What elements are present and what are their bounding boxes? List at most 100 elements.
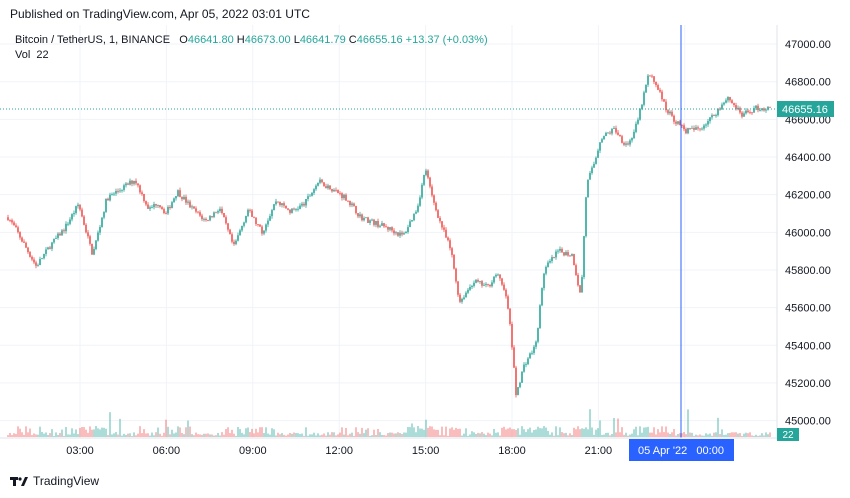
- volume-bar: [497, 432, 499, 437]
- candle-body: [49, 247, 51, 249]
- volume-bar: [649, 432, 651, 437]
- candle-body: [189, 201, 191, 208]
- candle-body: [167, 206, 169, 214]
- candle-body: [149, 207, 151, 209]
- volume-bar: [729, 432, 731, 437]
- volume-bar: [143, 429, 145, 437]
- footer-brand[interactable]: TradingView: [10, 474, 99, 488]
- volume-bar: [267, 433, 269, 437]
- volume-bar: [665, 426, 667, 437]
- volume-bar: [525, 432, 527, 437]
- candle-body: [261, 226, 263, 234]
- volume-bar: [631, 433, 633, 437]
- candle-body: [9, 220, 11, 221]
- volume-bar: [491, 435, 493, 437]
- volume-bar: [429, 426, 431, 437]
- volume-bar: [209, 434, 211, 437]
- candle-body: [567, 252, 569, 256]
- price-tick-label: 47000.00: [785, 39, 831, 51]
- candle-body: [695, 127, 697, 130]
- price-axis[interactable]: 47000.00 46800.00 46600.00 46400.00 46200.00…: [785, 39, 831, 428]
- volume-bar: [177, 426, 179, 437]
- volume-bar: [163, 432, 165, 437]
- candle-body: [683, 125, 685, 130]
- volume-bar: [433, 429, 435, 437]
- candle-body: [81, 209, 83, 217]
- candle-body: [599, 142, 601, 151]
- candle-body: [511, 324, 513, 348]
- candle-body: [223, 213, 225, 218]
- volume-bar: [603, 434, 605, 437]
- volume-bar: [569, 433, 571, 437]
- volume-bar: [529, 427, 531, 437]
- volume-bar: [371, 435, 373, 437]
- candle-body: [93, 248, 95, 255]
- volume-bar: [65, 426, 67, 437]
- candle-body: [433, 195, 435, 203]
- time-tick-label: 21:00: [585, 445, 613, 457]
- candle-body: [431, 186, 433, 196]
- candle-body: [13, 222, 15, 226]
- candle-body: [309, 195, 311, 197]
- volume-bar: [465, 428, 467, 437]
- candle-body: [361, 214, 363, 221]
- candle-body: [537, 328, 539, 342]
- volume-bar: [489, 433, 491, 437]
- candle-body: [153, 204, 155, 208]
- volume-bars: [7, 409, 771, 437]
- volume-bar: [269, 434, 271, 437]
- candle-body: [199, 212, 201, 216]
- candle-body: [207, 220, 209, 221]
- candle-body: [657, 85, 659, 90]
- candle-body: [259, 224, 261, 227]
- time-tick-label: 18:00: [498, 445, 526, 457]
- volume-bar: [523, 429, 525, 437]
- candle-body: [603, 136, 605, 140]
- candle-body: [613, 128, 615, 129]
- volume-bar: [669, 433, 671, 437]
- volume-bar: [199, 434, 201, 437]
- volume-bar: [359, 433, 361, 437]
- candle-body: [265, 224, 267, 231]
- volume-bar: [635, 426, 637, 437]
- volume-bar: [589, 409, 591, 437]
- candle-body: [485, 283, 487, 285]
- volume-bar: [643, 427, 645, 437]
- volume-label: Vol: [15, 49, 31, 61]
- time-tick-label: 15:00: [412, 445, 440, 457]
- candle-body: [315, 185, 317, 190]
- volume-bar: [483, 433, 485, 437]
- candle-body: [469, 286, 471, 290]
- volume-bar: [659, 432, 661, 437]
- volume-bar: [579, 429, 581, 437]
- volume-bar: [751, 435, 753, 437]
- volume-bar: [107, 435, 109, 437]
- volume-bar: [323, 433, 325, 437]
- volume-bar: [221, 432, 223, 437]
- candle-body: [215, 212, 217, 214]
- volume-bar: [345, 427, 347, 437]
- volume-bar: [369, 435, 371, 437]
- volume-bar: [351, 432, 353, 437]
- candle-body: [17, 227, 19, 233]
- volume-bar: [431, 426, 433, 437]
- candle-body: [211, 216, 213, 217]
- candle-body: [295, 209, 297, 210]
- candle-body: [15, 225, 17, 228]
- volume-bar: [171, 429, 173, 437]
- volume-bar: [309, 434, 311, 437]
- volume-bar: [49, 433, 51, 437]
- candle-body: [573, 254, 575, 266]
- volume-bar: [237, 427, 239, 437]
- volume-bar: [145, 433, 147, 437]
- volume-bar: [347, 435, 349, 437]
- candle-body: [127, 183, 129, 185]
- candle-body: [629, 140, 631, 145]
- candle-body: [397, 232, 399, 236]
- candle-body: [651, 75, 653, 77]
- volume-bar: [215, 435, 217, 437]
- volume-bar: [481, 432, 483, 437]
- candle-body: [471, 285, 473, 287]
- price-chart[interactable]: 47000.00 46800.00 46600.00 46400.00 46200.00…: [0, 25, 850, 465]
